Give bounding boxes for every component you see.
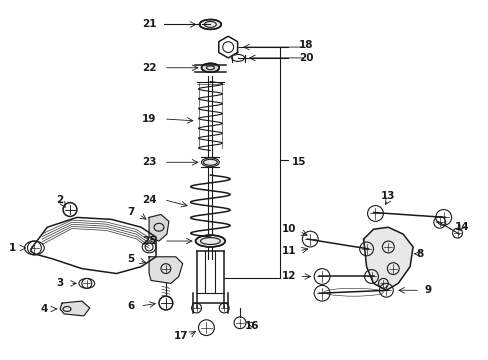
Text: 1: 1 <box>9 243 16 253</box>
Text: 6: 6 <box>127 301 135 311</box>
Polygon shape <box>363 227 412 290</box>
Text: 9: 9 <box>424 285 430 295</box>
Text: 19: 19 <box>142 114 156 124</box>
Text: 7: 7 <box>127 207 135 217</box>
Ellipse shape <box>199 19 221 30</box>
Polygon shape <box>149 215 168 241</box>
Text: 21: 21 <box>142 19 156 30</box>
Text: 16: 16 <box>244 321 259 331</box>
Text: 10: 10 <box>282 224 296 234</box>
Text: 4: 4 <box>41 304 48 314</box>
Text: 22: 22 <box>142 63 156 73</box>
Text: 23: 23 <box>142 157 156 167</box>
Ellipse shape <box>201 158 219 167</box>
Text: 12: 12 <box>282 271 296 282</box>
Polygon shape <box>30 217 156 274</box>
Polygon shape <box>218 36 237 58</box>
Ellipse shape <box>195 235 225 247</box>
Text: 2: 2 <box>57 195 63 205</box>
Text: 3: 3 <box>57 278 63 288</box>
Text: 17: 17 <box>173 330 188 341</box>
Polygon shape <box>60 301 90 316</box>
Polygon shape <box>149 257 183 283</box>
Text: 11: 11 <box>282 246 296 256</box>
Text: 25: 25 <box>142 236 156 246</box>
Ellipse shape <box>201 63 219 72</box>
Text: 13: 13 <box>380 191 395 201</box>
Text: 15: 15 <box>291 157 306 167</box>
Text: 14: 14 <box>454 222 469 232</box>
Text: 20: 20 <box>299 53 313 63</box>
Text: 5: 5 <box>127 254 135 264</box>
Text: 18: 18 <box>299 40 313 50</box>
Text: 8: 8 <box>415 249 423 259</box>
Text: 24: 24 <box>142 195 156 205</box>
